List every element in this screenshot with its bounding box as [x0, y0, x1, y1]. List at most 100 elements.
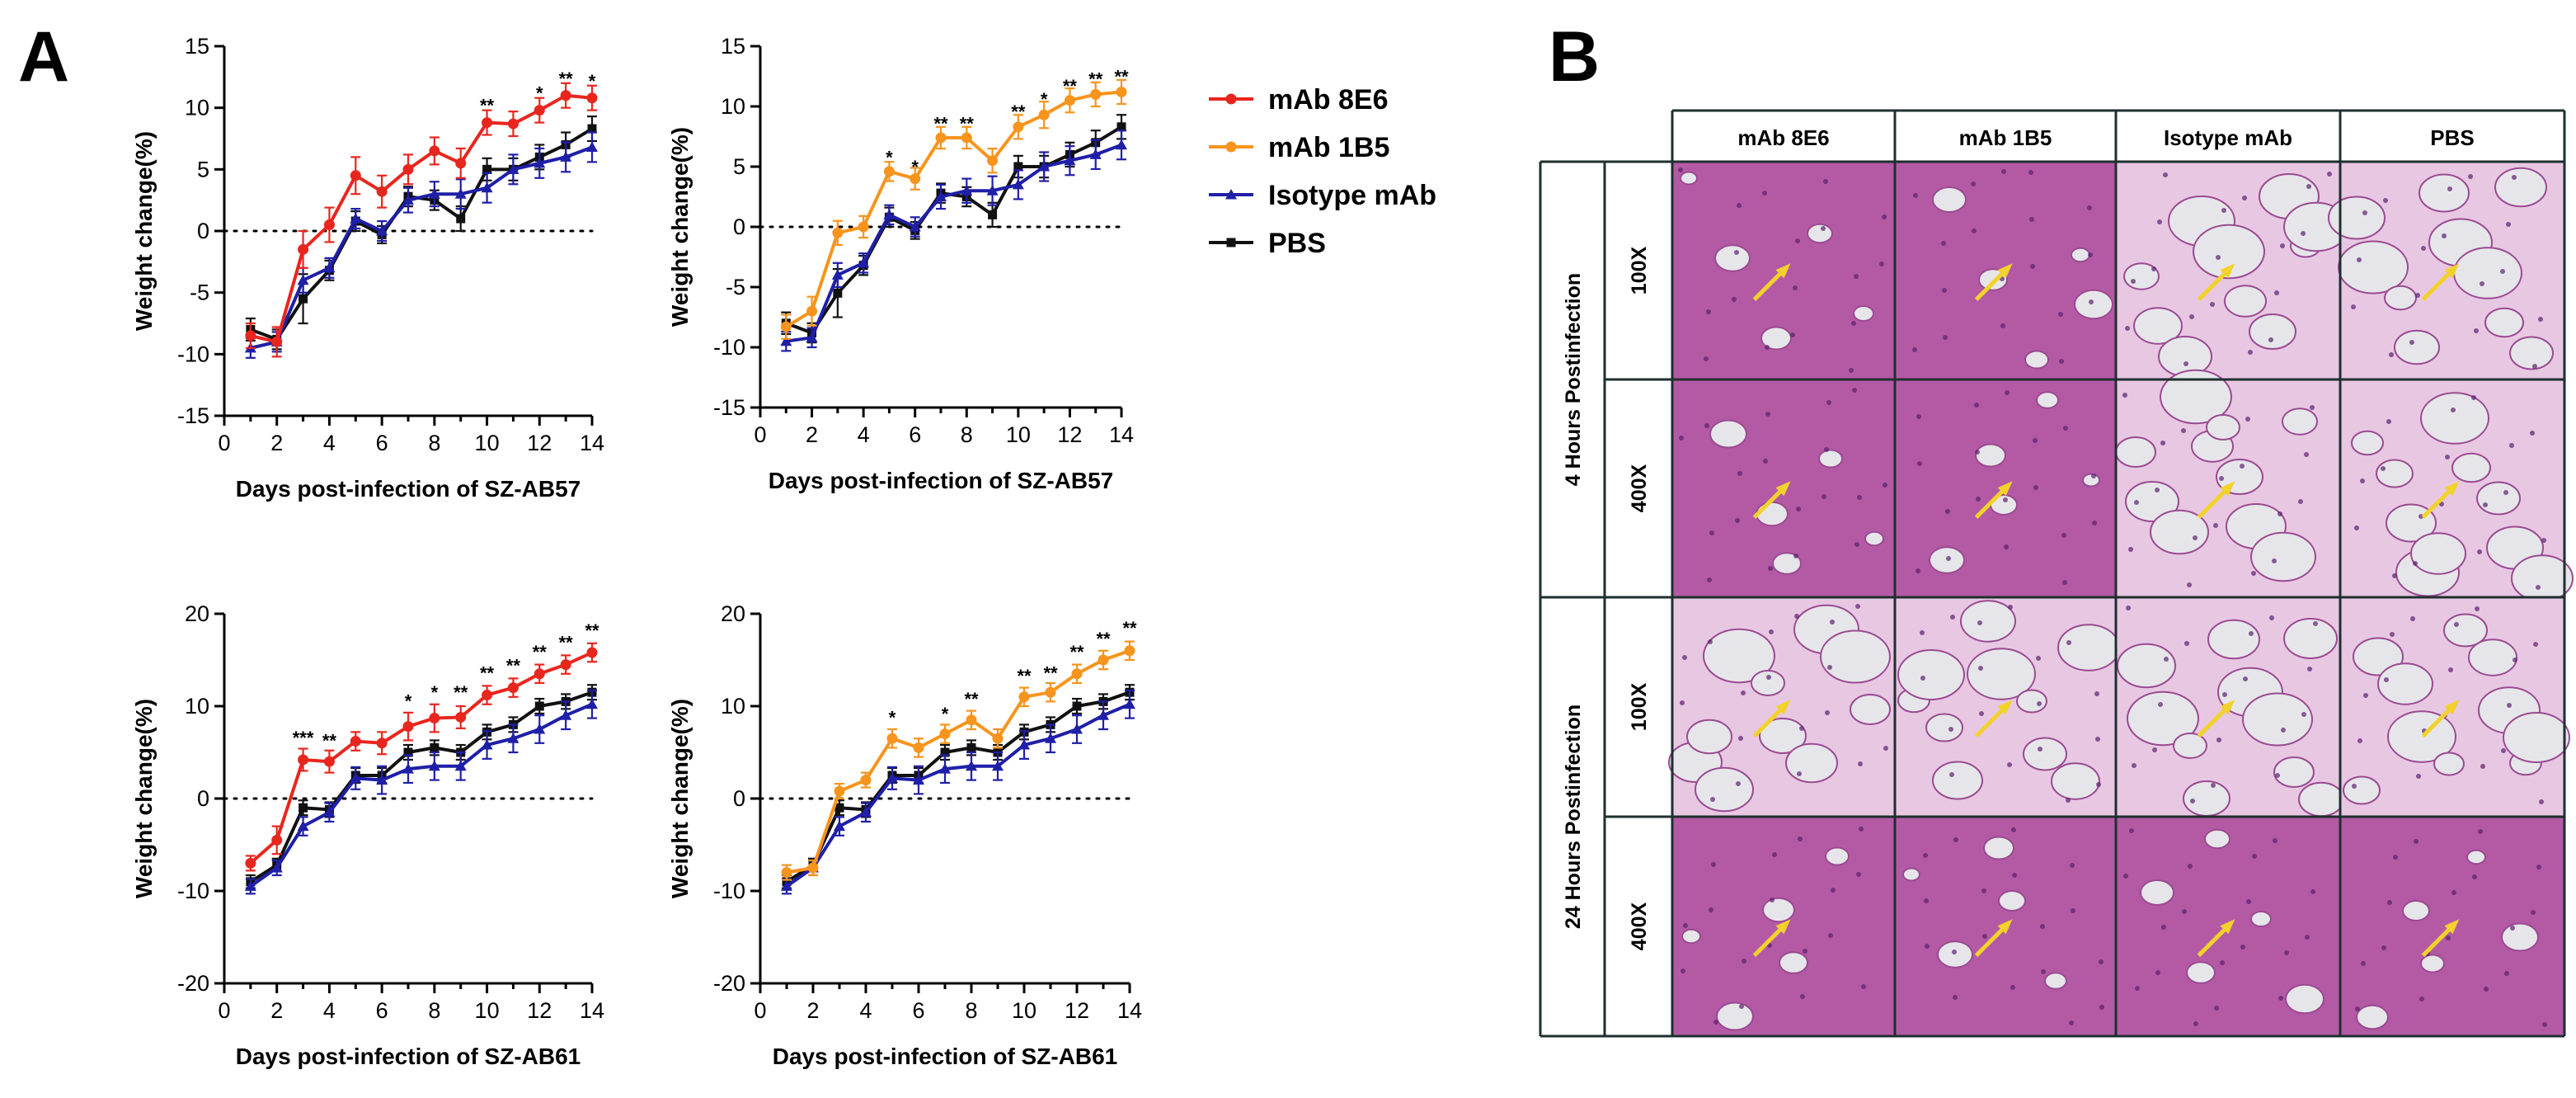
arrow [1752, 488, 1784, 519]
data-point [298, 294, 308, 304]
nucleus [2363, 693, 2368, 698]
significance-marker: ** [533, 642, 548, 662]
arrow [2421, 488, 2453, 519]
nucleus [1803, 949, 1807, 954]
nucleus [2163, 172, 2168, 177]
nucleus [2040, 924, 2045, 929]
data-point [402, 763, 414, 774]
nucleus [1770, 898, 1775, 902]
nucleus [1682, 655, 1687, 660]
x-tick-label: 8 [961, 422, 973, 447]
alveolar-space [1762, 897, 1795, 923]
nucleus [1916, 568, 1920, 573]
nucleus [1949, 772, 1954, 777]
column-header: mAb 1B5 [1959, 125, 2052, 150]
nucleus [2070, 863, 2075, 868]
histology-image [1895, 162, 2116, 379]
nucleus [2246, 899, 2251, 904]
nucleus [2272, 558, 2277, 563]
alveolar-space [2133, 307, 2183, 345]
data-point [860, 775, 872, 786]
significance-marker: * [536, 83, 543, 104]
data-point [297, 274, 309, 285]
legend-label: mAb 1B5 [1268, 132, 1389, 163]
nucleus [2362, 210, 2367, 215]
alveolar-space [1937, 940, 1973, 968]
alveolar-space [2402, 900, 2430, 921]
data-point [456, 214, 466, 224]
nucleus [1704, 356, 1709, 361]
alveolar-space [1864, 530, 1884, 547]
data-point [961, 132, 972, 144]
data-point [376, 737, 388, 749]
nucleus [2530, 431, 2535, 436]
legend-marker [1225, 189, 1237, 200]
nucleus [2157, 219, 2162, 224]
nucleus [2155, 488, 2160, 492]
x-tick-label: 12 [527, 998, 552, 1023]
data-point [988, 210, 998, 219]
y-tick-label: -5 [726, 275, 745, 299]
nucleus [2000, 323, 2005, 328]
x-tick-label: 4 [323, 998, 336, 1023]
series-pbs [781, 114, 1126, 344]
nucleus [2538, 317, 2543, 322]
alveolar-space [1825, 846, 1850, 866]
arrow-head [1775, 481, 1791, 497]
x-axis-label: Days post-infection of SZ-AB61 [236, 1044, 581, 1069]
alveolar-space [2273, 756, 2315, 788]
nucleus [2409, 340, 2414, 345]
nucleus [2275, 773, 2280, 778]
nucleus [2012, 873, 2017, 878]
x-tick-label: 6 [909, 422, 921, 447]
significance-marker: ** [1069, 642, 1084, 662]
data-point [986, 185, 999, 196]
histology-image [2340, 817, 2564, 1036]
nucleus [2381, 466, 2386, 471]
nucleus [1855, 604, 1860, 609]
nucleus [1734, 250, 1739, 255]
x-tick-label: 10 [1006, 422, 1031, 447]
data-point [482, 690, 493, 701]
alveolar-space [2419, 173, 2470, 213]
alveolar-space [1967, 648, 2036, 700]
alveolar-space [1714, 244, 1751, 272]
series-pbs [245, 115, 597, 351]
alveolar-space [2387, 710, 2456, 763]
arrow-head [1997, 263, 2013, 279]
nucleus [2152, 747, 2157, 752]
series-mab-8e6 [245, 642, 598, 872]
nucleus [2216, 255, 2221, 260]
x-tick-label: 4 [859, 998, 872, 1023]
data-point [454, 760, 467, 771]
magnification-label: 400X [1628, 902, 1651, 950]
significance-marker: ** [1017, 666, 1032, 686]
y-tick-label: -20 [177, 971, 209, 996]
nucleus [1737, 471, 1742, 476]
nucleus [2219, 476, 2224, 481]
nucleus [1925, 944, 1930, 949]
nucleus [1953, 995, 1958, 1000]
nucleus [2477, 549, 2482, 554]
data-point [1045, 733, 1056, 743]
nucleus [2030, 264, 2035, 269]
legend-item: mAb 8E6 [1209, 84, 1389, 115]
data-point [323, 262, 336, 273]
alveolar-space [1820, 629, 1891, 684]
nucleus [2273, 838, 2278, 843]
x-tick-label: 6 [912, 998, 924, 1023]
nucleus [1763, 459, 1768, 464]
nucleus [2414, 839, 2419, 844]
nucleus [2351, 304, 2356, 309]
nucleus [1948, 727, 1953, 732]
data-point [507, 733, 519, 743]
nucleus [2413, 561, 2418, 566]
significance-marker: ** [506, 656, 521, 676]
data-point [454, 188, 467, 199]
alveolar-space [1759, 718, 1807, 754]
nucleus [2069, 1020, 2074, 1025]
data-point [807, 862, 819, 874]
data-point [806, 332, 818, 342]
nucleus [2298, 499, 2303, 504]
arrow [1752, 926, 1784, 958]
